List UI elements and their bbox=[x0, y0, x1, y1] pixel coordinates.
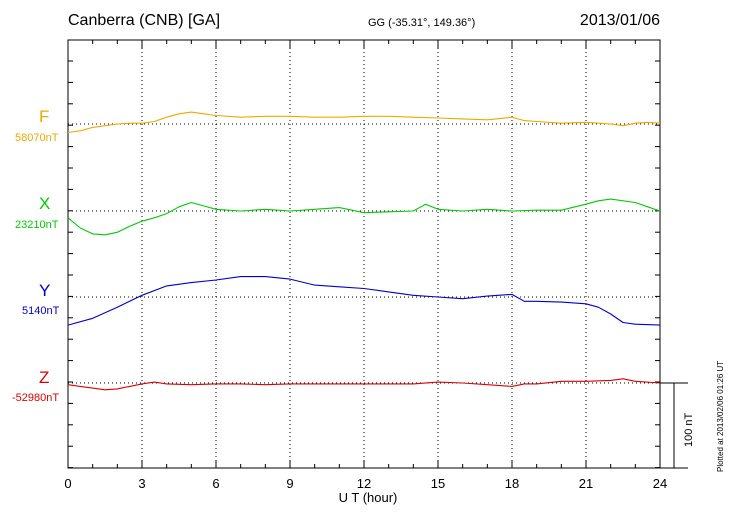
plotted-timestamp: Plotted at 2013/02/06 01:26 UT bbox=[716, 360, 725, 472]
ticks bbox=[67, 40, 661, 469]
station-coordinates: GG (-35.31°, 149.36°) bbox=[368, 17, 476, 29]
scale-bar-label: 100 nT bbox=[683, 412, 695, 447]
channel-label-f: F bbox=[39, 107, 50, 126]
x-tick-label: 12 bbox=[356, 476, 372, 491]
x-tick-label: 21 bbox=[578, 476, 594, 491]
scale-bar bbox=[660, 382, 688, 469]
x-tick-label: 0 bbox=[64, 476, 72, 491]
x-tick-label: 24 bbox=[652, 476, 668, 491]
series-lines bbox=[67, 111, 661, 391]
channel-label-z: Z bbox=[39, 368, 50, 387]
x-tick-label: 6 bbox=[212, 476, 220, 491]
series-line-x bbox=[67, 198, 661, 236]
channel-baseline-f: 58070nT bbox=[15, 132, 59, 144]
x-tick-label: 3 bbox=[138, 476, 146, 491]
x-tick-label: 9 bbox=[286, 476, 294, 491]
x-tick-label: 15 bbox=[430, 476, 446, 491]
channel-baseline-y: 5140nT bbox=[22, 305, 60, 317]
x-axis-label: U T (hour) bbox=[338, 490, 398, 505]
channel-label-x: X bbox=[39, 194, 51, 213]
station-title: Canberra (CNB) [GA] bbox=[68, 12, 221, 29]
series-line-y bbox=[67, 276, 661, 326]
series-line-z bbox=[67, 378, 661, 391]
grid bbox=[68, 40, 660, 468]
channel-label-y: Y bbox=[39, 281, 51, 300]
channel-baseline-z: -52980nT bbox=[12, 392, 60, 404]
series-line-f bbox=[67, 111, 661, 134]
plot-date: 2013/01/06 bbox=[579, 12, 660, 29]
channel-baseline-x: 23210nT bbox=[15, 219, 59, 231]
x-tick-label: 18 bbox=[504, 476, 520, 491]
